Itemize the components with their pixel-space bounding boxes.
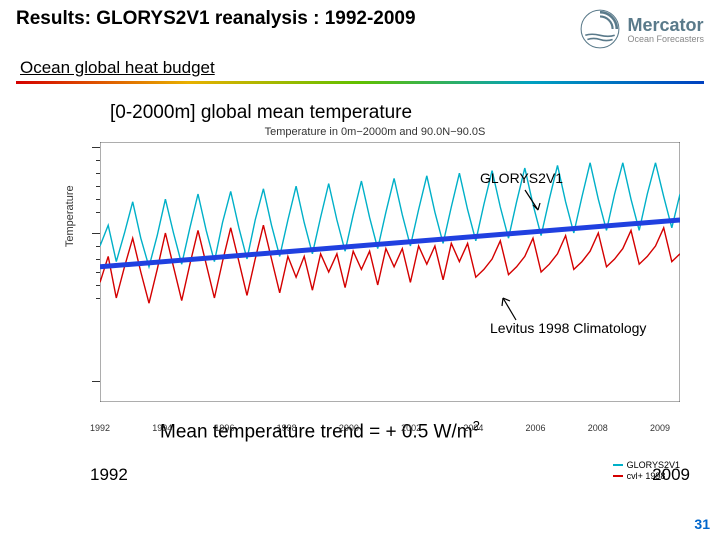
x-tick-label: 2002 <box>401 423 421 433</box>
x-tick-label: 1996 <box>214 423 234 433</box>
y-axis-label: Temperature <box>64 185 76 247</box>
x-axis: 1992199419961998200020022004200620082009 <box>100 423 690 437</box>
legend: GLORYS2V1 cvl+ 1998 <box>613 459 680 482</box>
mercator-logo: Mercator Ocean Forecasters <box>579 8 704 50</box>
plot-container: Temperature 6.055.955.85 GLORYS2V1 Levit… <box>100 142 680 402</box>
legend-glorys: GLORYS2V1 <box>627 460 680 470</box>
page-title: Results: GLORYS2V1 reanalysis : 1992-200… <box>16 8 416 30</box>
chart-subtitle: Temperature in 0m−2000m and 90.0N−90.0S <box>60 126 690 138</box>
x-tick-label: 2006 <box>526 423 546 433</box>
chart-area: [0-2000m] global mean temperature Temper… <box>0 84 720 443</box>
x-tick-label: 1998 <box>277 423 297 433</box>
chart-title: [0-2000m] global mean temperature <box>110 102 690 124</box>
series-label-levitus: Levitus 1998 Climatology <box>490 320 646 336</box>
series-label-glorys: GLORYS2V1 <box>480 170 563 186</box>
page-number: 31 <box>694 516 710 532</box>
logo-text: Mercator <box>627 15 704 36</box>
x-tick-label: 2008 <box>588 423 608 433</box>
arrow-icon <box>520 188 550 218</box>
logo-subtitle: Ocean Forecasters <box>627 34 704 44</box>
x-tick-label: 2004 <box>463 423 483 433</box>
legend-levitus: cvl+ 1998 <box>627 471 666 481</box>
x-start-label: 1992 <box>90 465 128 485</box>
arrow-icon <box>498 292 528 322</box>
x-tick-label: 1992 <box>90 423 110 433</box>
x-range-labels: 1992 2009 <box>90 465 690 485</box>
section-subtitle: Ocean global heat budget <box>0 54 720 80</box>
line-chart <box>100 142 680 402</box>
swirl-icon <box>579 8 621 50</box>
x-tick-label: 2009 <box>650 423 670 433</box>
x-tick-label: 2000 <box>339 423 359 433</box>
x-tick-label: 1994 <box>152 423 172 433</box>
